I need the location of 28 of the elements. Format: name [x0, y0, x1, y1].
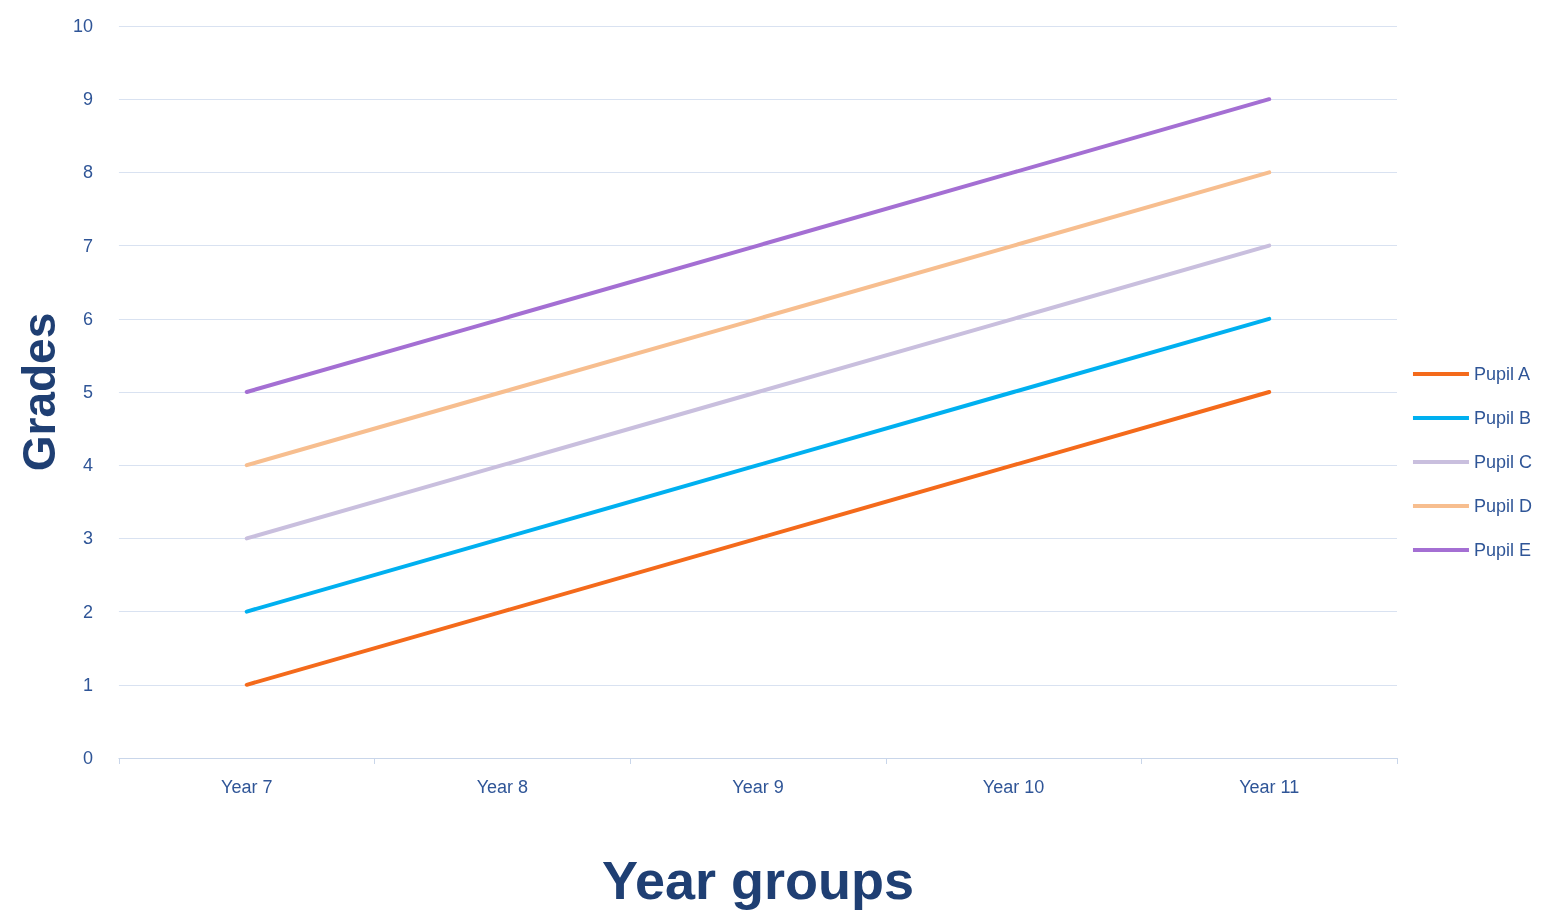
y-tick-label: 10 — [72, 16, 93, 36]
line-series — [244, 243, 1272, 541]
y-tick-label: 9 — [82, 89, 93, 110]
legend-label: Pupil A — [1473, 364, 1531, 384]
legend-label: Pupil B — [1473, 408, 1532, 428]
y-tick-label: 2 — [82, 601, 93, 622]
x-tick-label: Year 10 — [982, 777, 1045, 797]
x-tick-label: Year 7 — [221, 777, 273, 797]
y-tick-label: 8 — [82, 162, 93, 183]
x-tick-label: Year 8 — [476, 777, 529, 797]
y-tick-label: 0 — [82, 748, 93, 768]
y-tick-label: 4 — [82, 455, 93, 476]
x-axis-title: Year groups — [601, 850, 915, 910]
x-tick-label: Year 11 — [1239, 777, 1300, 797]
line-series — [244, 316, 1272, 614]
legend-label: Pupil D — [1473, 496, 1533, 516]
line-series — [244, 97, 1272, 394]
y-tick-label: 6 — [82, 308, 93, 329]
y-tick-label: 7 — [82, 235, 93, 256]
y-tick-label: 1 — [82, 674, 93, 695]
y-tick-label: 3 — [82, 528, 93, 549]
line-series — [244, 170, 1272, 468]
y-axis-title: Grades — [13, 312, 65, 472]
line-series — [244, 390, 1272, 687]
x-tick-label: Year 9 — [732, 777, 784, 797]
legend-label: Pupil C — [1473, 452, 1533, 472]
legend-label: Pupil E — [1473, 540, 1532, 560]
y-tick-label: 5 — [82, 382, 93, 402]
